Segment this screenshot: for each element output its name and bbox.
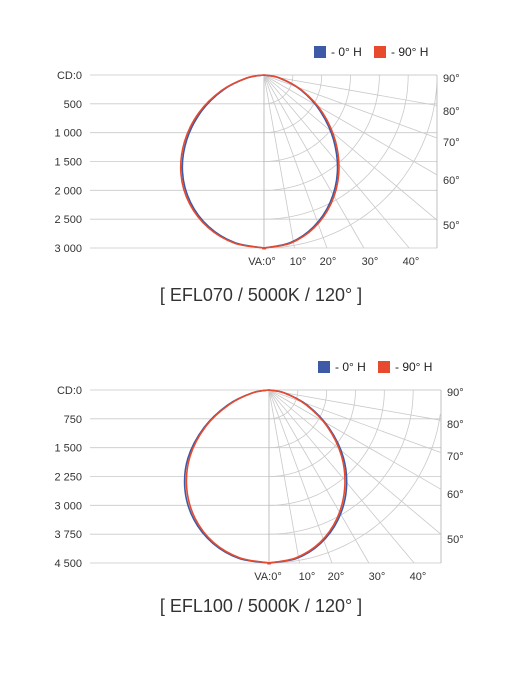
grid-arc: [263, 74, 323, 134]
angle-tick-label: 70°: [443, 137, 460, 149]
grid-radial: [268, 389, 415, 564]
angle-tick-label: 10°: [290, 256, 307, 268]
legend-swatch: [378, 361, 390, 373]
y-tick-label: 750: [64, 414, 82, 426]
grid-arc: [268, 389, 356, 477]
angle-tick-label: 50°: [443, 220, 460, 232]
grid-radial: [268, 389, 442, 421]
grid-arc: [268, 389, 328, 449]
grid-arc: [264, 75, 294, 105]
grid-arc: [268, 414, 441, 564]
grid-radial: [268, 389, 442, 490]
legend-label: - 0° H: [335, 360, 366, 374]
y-tick-label: 2 000: [54, 185, 82, 197]
legend-swatch: [374, 46, 386, 58]
angle-tick-label: 80°: [447, 419, 464, 431]
grid-arc: [263, 74, 409, 220]
angle-tick-label: VA:0°: [254, 571, 281, 583]
angle-tick-label: 50°: [447, 534, 464, 546]
angle-tick-label: 30°: [369, 571, 386, 583]
polar-chart-efl100: CD:0 750 1 500 2 250 3 000 3 750 4 500 VA:0° 10°…: [0, 320, 522, 650]
angle-tick-label: 30°: [362, 256, 379, 268]
chart-caption: [ EFL100 / 5000K / 120° ]: [159, 596, 363, 616]
grid-arc: [269, 390, 385, 506]
angle-tick-label: 20°: [320, 256, 337, 268]
y-tick-label: 1 000: [54, 128, 82, 140]
grid-radial: [263, 74, 438, 176]
grid-radial: [268, 389, 300, 564]
angle-tick-label: 70°: [447, 451, 464, 463]
grid-radial: [263, 74, 438, 139]
grid-radial: [263, 74, 365, 249]
angle-tick-label: VA:0°: [248, 256, 275, 268]
grid-arc: [268, 389, 414, 535]
y-tick-label: 3 000: [54, 500, 82, 512]
y-tick-label: 2 250: [54, 472, 82, 484]
grid-radial: [268, 389, 370, 564]
y-tick-label: CD:0: [57, 70, 82, 82]
polar-chart-efl070: CD:0 500 1 000 1 500 2 000 2 500 3 000 VA:0° 10°…: [0, 0, 522, 320]
grid-arc: [263, 74, 438, 249]
y-tick-label: 2 500: [54, 214, 82, 226]
angle-tick-label: 40°: [410, 571, 427, 583]
grid-arc: [269, 390, 299, 420]
y-tick-label: 1 500: [54, 157, 82, 169]
legend-label: - 90° H: [391, 45, 428, 59]
y-tick-label: 3 000: [54, 243, 82, 255]
grid-arc: [264, 75, 380, 191]
y-tick-label: CD:0: [57, 385, 82, 397]
polar-chart-svg: CD:0 500 1 000 1 500 2 000 2 500 3 000 VA:0° 10°…: [54, 45, 460, 268]
grid-radial: [268, 389, 442, 453]
angle-tick-label: 60°: [447, 489, 464, 501]
series-curve: [179, 74, 340, 250]
angle-tick-label: 60°: [443, 175, 460, 187]
grid-radial: [263, 74, 438, 106]
polar-chart-svg: CD:0 750 1 500 2 250 3 000 3 750 4 500 VA:0° 10°…: [54, 360, 464, 583]
grid-radial: [263, 74, 295, 249]
grid-radial: [268, 389, 333, 564]
grid-arc: [263, 74, 351, 162]
angle-tick-label: 80°: [443, 106, 460, 118]
y-tick-label: 1 500: [54, 443, 82, 455]
angle-tick-label: 20°: [328, 571, 345, 583]
grid-radial: [263, 74, 328, 249]
y-tick-label: 4 500: [54, 558, 82, 570]
chart-caption: [ EFL070 / 5000K / 120° ]: [159, 285, 363, 305]
legend-label: - 0° H: [331, 45, 362, 59]
angle-tick-label: 40°: [403, 256, 420, 268]
grid-radial: [263, 74, 438, 221]
grid-radial: [268, 389, 442, 535]
y-tick-label: 500: [64, 99, 82, 111]
angle-tick-label: 90°: [443, 73, 460, 85]
legend-swatch: [314, 46, 326, 58]
y-tick-label: 3 750: [54, 529, 82, 541]
series-curve: [185, 389, 346, 565]
angle-tick-label: 10°: [299, 571, 316, 583]
legend-label: - 90° H: [395, 360, 432, 374]
angle-tick-label: 90°: [447, 387, 464, 399]
legend-swatch: [318, 361, 330, 373]
